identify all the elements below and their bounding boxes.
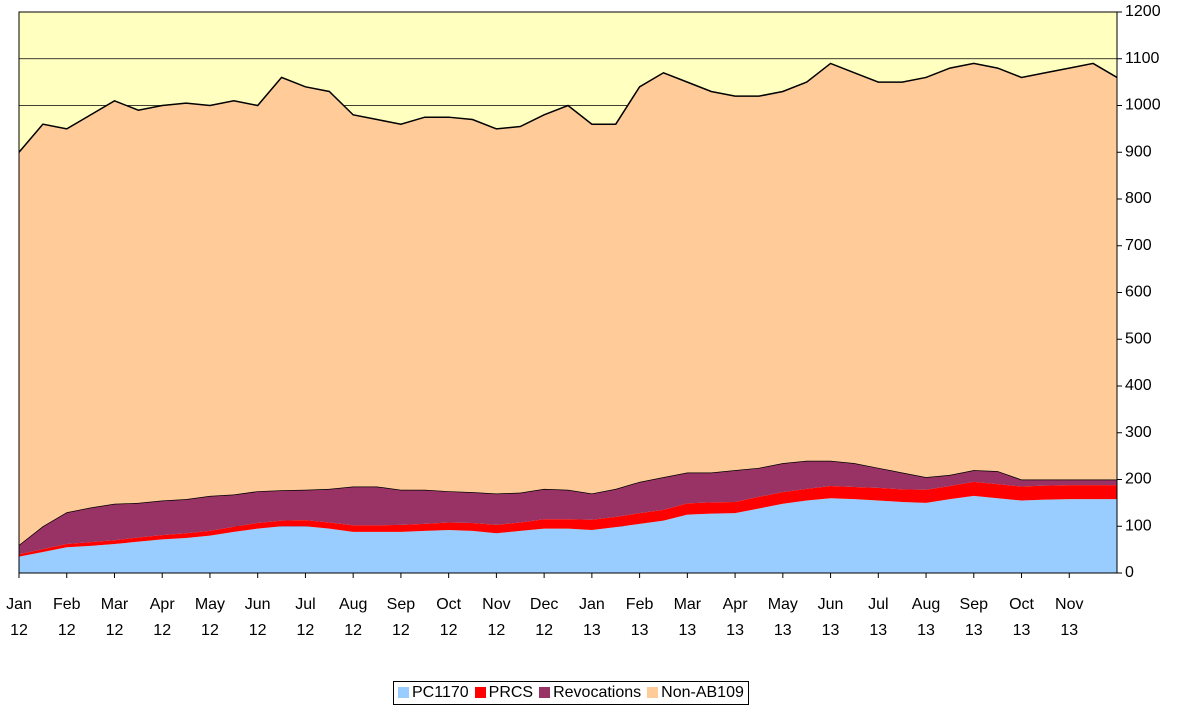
x-tick-label: Sep 12 [386, 596, 416, 639]
x-tick-label: Sep 13 [959, 596, 989, 639]
legend: PC1170 PRCS Revocations Non-AB109 [393, 681, 749, 705]
area [19, 460, 1117, 555]
x-tick-label: Apr 13 [722, 596, 748, 639]
x-tick-label: Mar 12 [100, 596, 129, 639]
legend-label: PC1170 [412, 684, 469, 701]
x-tick-label: Aug 12 [338, 596, 368, 639]
area [19, 495, 1117, 573]
x-tick-label: Apr 12 [149, 596, 175, 639]
area [19, 63, 1117, 545]
y-tick-label: 800 [1125, 190, 1152, 207]
x-tick-label: Aug 13 [911, 596, 941, 639]
x-tick-label: Jun 13 [817, 596, 844, 639]
y-tick-label: 700 [1125, 237, 1152, 254]
x-tick-label: Oct 12 [436, 596, 462, 639]
y-tick-label: 900 [1125, 143, 1152, 160]
y-tick-label: 200 [1125, 471, 1152, 488]
x-tick-label: Jan 12 [6, 596, 32, 639]
x-tick-label: Dec 12 [529, 596, 559, 639]
legend-item: Non-AB109 [647, 684, 744, 702]
x-tick-label: Jul 13 [868, 596, 889, 639]
legend-label: Revocations [553, 684, 642, 701]
y-tick-label: 300 [1125, 424, 1152, 441]
x-tick-label: Jan 13 [578, 596, 605, 639]
x-tick-label: Feb 12 [52, 596, 81, 639]
legend-swatch [474, 687, 486, 698]
area-outline [18, 62, 1118, 153]
legend-label: PRCS [488, 684, 534, 701]
y-tick-label: 0 [1125, 564, 1134, 581]
x-tick-label: Jun 12 [244, 596, 271, 639]
x-tick-label: Mar 13 [673, 596, 702, 639]
legend-item: PC1170 [398, 684, 469, 702]
x-tick-label: Jul 12 [295, 596, 316, 639]
x-tick-label: Feb 13 [625, 596, 654, 639]
x-tick-label: Nov 13 [1055, 596, 1084, 639]
y-tick-label: 100 [1125, 517, 1152, 534]
y-tick-label: 500 [1125, 330, 1152, 347]
x-tick-label: Nov 12 [482, 596, 511, 639]
y-tick-label: 600 [1125, 284, 1152, 301]
legend-swatch [398, 687, 409, 698]
y-tick-label: 1000 [1125, 97, 1161, 114]
legend-swatch [647, 687, 659, 698]
legend-item: Revocations [539, 684, 641, 702]
y-tick-label: 1100 [1125, 50, 1160, 67]
y-tick-label: 400 [1125, 377, 1152, 394]
legend-swatch [539, 687, 551, 698]
plot-border [18, 11, 1118, 574]
legend-label: Non-AB109 [661, 684, 744, 701]
legend-item: PRCS [474, 684, 534, 702]
y-tick-label: 1200 [1125, 3, 1161, 20]
x-tick-label: May 12 [194, 596, 226, 639]
x-tick-label: Oct 13 [1009, 596, 1034, 639]
x-tick-label: May 13 [767, 596, 798, 639]
